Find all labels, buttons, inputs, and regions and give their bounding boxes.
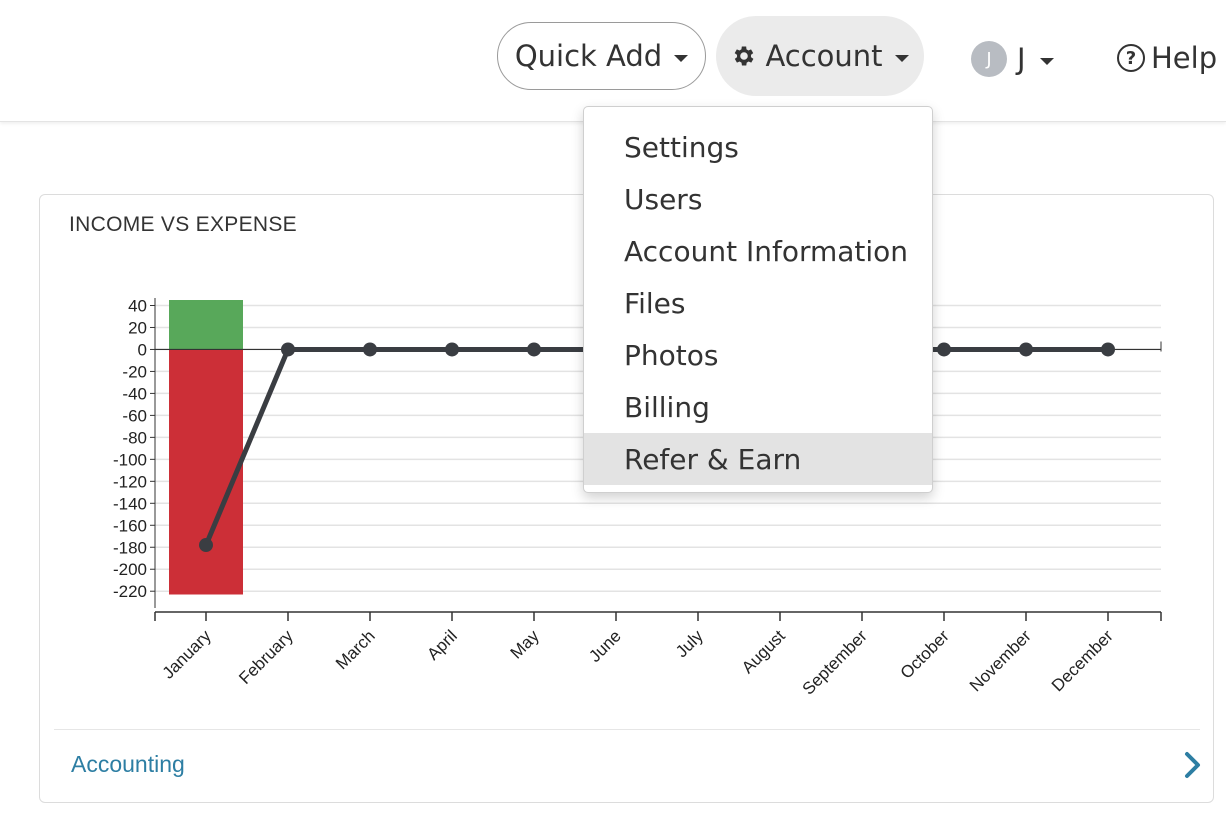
y-tick-label: -20 [122,362,147,381]
y-tick-label: -140 [113,494,147,513]
net-point [363,342,377,357]
x-tick-label: January [159,626,216,683]
y-tick-label: -120 [113,472,147,491]
y-tick-label: -220 [113,582,147,601]
menu-item-billing[interactable]: Billing [624,390,710,424]
x-tick-label: September [799,626,871,698]
y-tick-label: -180 [113,538,147,557]
y-tick-label: 20 [128,318,147,337]
accounting-link[interactable]: Accounting [71,751,185,777]
user-menu[interactable]: J J [971,40,1054,78]
chevron-down-icon [1039,57,1054,65]
account-dropdown-menu: Settings Users Account Information Files Pho… [583,106,933,493]
x-tick-label: February [235,626,297,688]
y-tick-label: -100 [113,450,147,469]
x-tick-label: November [966,626,1035,695]
quick-add-button[interactable]: Quick Add [497,22,706,90]
net-point [1019,342,1033,357]
chevron-down-icon [674,54,689,62]
y-tick-label: -80 [122,428,147,447]
net-point [1101,342,1115,357]
x-tick-label: May [507,626,543,662]
top-navbar: Quick Add Account J J ? Help [0,0,1226,122]
quick-add-label: Quick Add [514,39,663,73]
expense-bar [169,349,243,595]
y-tick-label: 40 [128,296,147,315]
card-divider [54,729,1200,730]
account-button[interactable]: Account [716,16,924,96]
x-tick-label: June [585,626,625,666]
y-tick-label: -160 [113,516,147,535]
y-tick-label: -40 [122,384,147,403]
help-label: Help [1151,41,1218,75]
menu-item-files[interactable]: Files [624,286,686,320]
help-link[interactable]: ? Help [1117,38,1217,78]
net-point [199,538,213,553]
x-tick-label: December [1048,626,1117,695]
x-tick-label: April [423,626,460,663]
menu-item-account-information[interactable]: Account Information [624,234,909,268]
y-tick-label: 0 [138,340,147,359]
menu-item-photos[interactable]: Photos [624,338,719,372]
net-point [281,342,295,357]
chevron-down-icon [894,54,909,62]
x-tick-label: October [897,626,953,682]
y-tick-label: -200 [113,560,147,579]
menu-item-refer-earn[interactable]: Refer & Earn [584,433,932,485]
x-tick-label: July [672,626,707,661]
menu-item-settings[interactable]: Settings [624,130,739,164]
net-point [937,342,951,357]
user-name: J [1017,42,1026,76]
gear-icon [735,46,754,66]
card-title: INCOME VS EXPENSE [69,213,297,236]
net-point [527,342,541,357]
x-tick-label: August [738,626,789,677]
avatar: J [971,41,1007,77]
question-circle-icon: ? [1117,44,1145,72]
net-point [445,342,459,357]
y-tick-label: -60 [122,406,147,425]
chevron-right-icon[interactable] [1181,751,1205,779]
menu-item-users[interactable]: Users [624,182,703,216]
x-tick-label: March [332,626,379,673]
income-bar [169,300,243,350]
account-label: Account [765,39,883,73]
